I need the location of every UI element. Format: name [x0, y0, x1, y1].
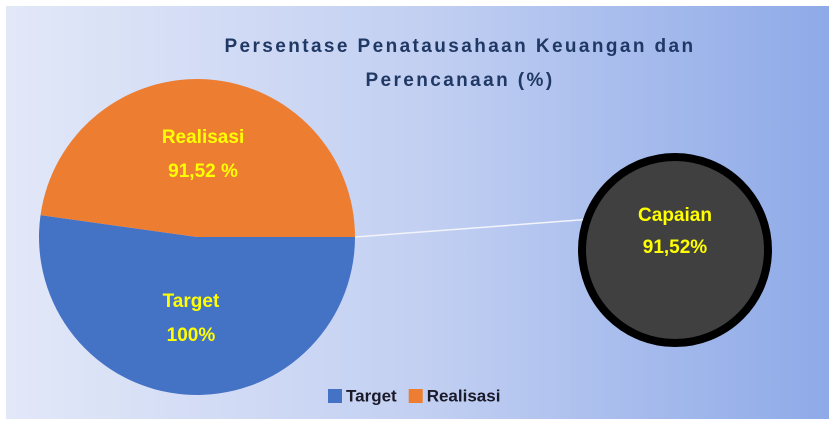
- slice-category: Realisasi: [162, 127, 244, 148]
- pie-slice: [38, 215, 356, 396]
- annotation-label: 91,52%: [643, 237, 708, 258]
- annotation-text: Capaian: [638, 205, 712, 226]
- chart-title: Persentase Penatausahaan Keuangan dan Pe…: [224, 36, 696, 91]
- slice-label: 91,52 %: [168, 161, 238, 182]
- slice-category: Target: [163, 291, 220, 312]
- annotation-circle: [578, 153, 772, 347]
- legend-swatch: [328, 389, 342, 403]
- legend-label: Target: [346, 386, 397, 405]
- pie-slice: [40, 79, 355, 237]
- legend-label: Realisasi: [427, 386, 501, 405]
- legend-swatch: [408, 389, 423, 403]
- slice-label: 100%: [167, 325, 216, 346]
